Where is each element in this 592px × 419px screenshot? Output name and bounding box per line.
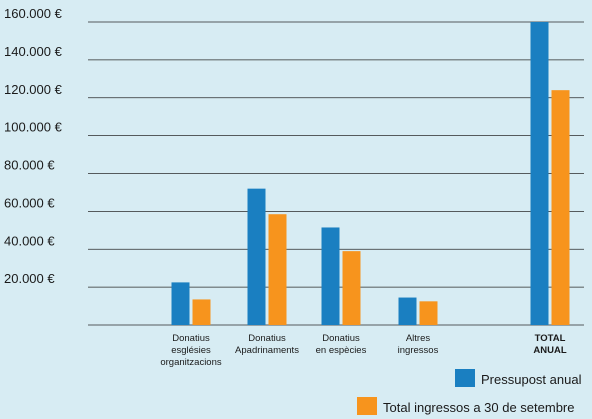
bar-series1 [530, 22, 549, 325]
legend-swatch [357, 397, 377, 415]
x-category-label: en espècies [316, 345, 367, 356]
x-category-label: Donatius [322, 333, 360, 344]
x-category-label: ingressos [398, 345, 439, 356]
x-category-label: organitzacions [160, 357, 222, 368]
y-tick-label: 80.000 € [4, 158, 55, 173]
y-tick-label: 40.000 € [4, 233, 55, 248]
y-tick-label: 160.000 € [4, 6, 63, 21]
y-tick-label: 100.000 € [4, 120, 63, 135]
bar-series2 [192, 299, 211, 325]
x-category-label: TOTAL [535, 333, 566, 344]
x-category-label: Donatius [248, 333, 286, 344]
bar-series1 [247, 188, 266, 325]
bar-series1 [398, 297, 417, 325]
bar-series2 [419, 301, 438, 325]
bar-series1 [171, 282, 190, 325]
x-category-label: ANUAL [533, 345, 566, 356]
bar-series1 [321, 227, 340, 325]
bar-series2 [342, 251, 361, 325]
x-category-label: Donatius [172, 333, 210, 344]
bar-series2 [268, 214, 287, 325]
legend-swatch [455, 369, 475, 387]
bar-series2 [551, 90, 570, 325]
x-category-label: Apadrinaments [235, 345, 299, 356]
legend-label: Pressupost anual [481, 372, 582, 387]
x-category-label: esglésies [171, 345, 211, 356]
y-tick-label: 20.000 € [4, 271, 55, 286]
y-tick-label: 120.000 € [4, 82, 63, 97]
y-tick-label: 140.000 € [4, 44, 63, 59]
y-tick-label: 60.000 € [4, 195, 55, 210]
x-category-label: Altres [406, 333, 431, 344]
legend-label: Total ingressos a 30 de setembre [383, 400, 575, 415]
